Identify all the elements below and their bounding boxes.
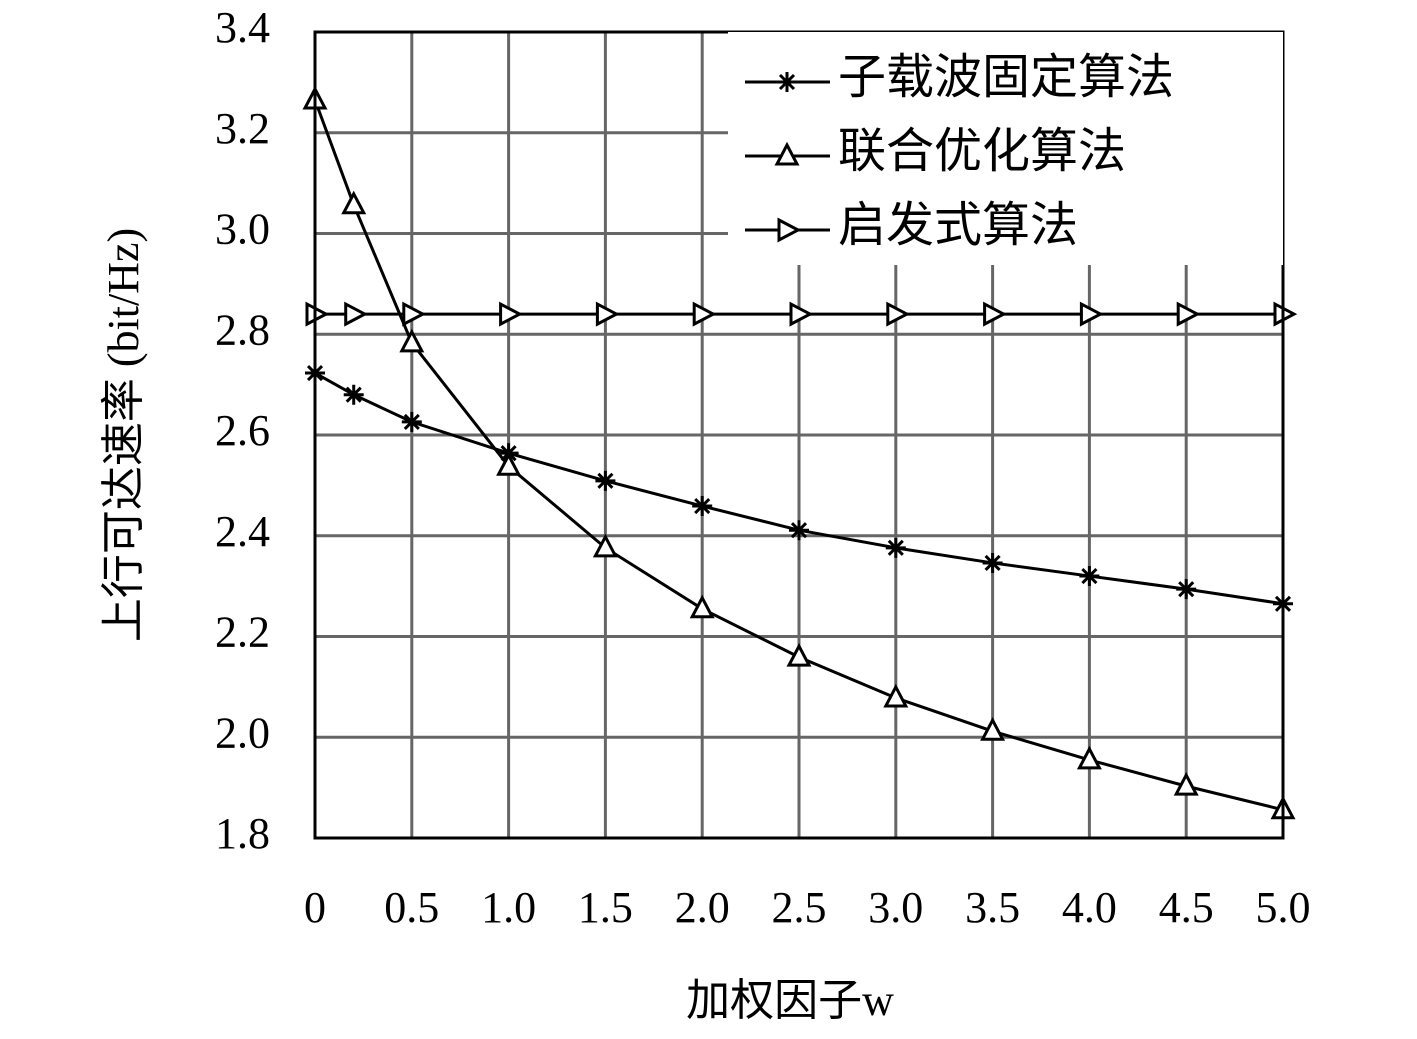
x-tick-label: 3.5	[965, 883, 1020, 932]
marker	[343, 384, 364, 405]
marker	[344, 301, 368, 327]
marker	[1079, 301, 1104, 327]
marker	[402, 301, 427, 327]
x-tick-label: 2.5	[772, 883, 827, 932]
marker	[499, 301, 523, 327]
marker	[496, 452, 522, 476]
legend-box	[728, 32, 1283, 265]
y-tick-label: 2.8	[215, 305, 270, 354]
marker	[399, 328, 425, 353]
y-tick-label: 2.0	[215, 708, 270, 757]
marker	[1173, 771, 1199, 796]
marker	[980, 716, 1006, 741]
marker	[1176, 301, 1201, 327]
x-tick-label: 1.0	[481, 883, 536, 932]
x-tick-label: 2.0	[675, 883, 730, 932]
legend-label: 子载波固定算法	[838, 51, 1174, 104]
x-tick-label: 3.0	[868, 883, 923, 932]
x-tick-label: 1.5	[578, 883, 633, 932]
marker	[595, 470, 616, 491]
y-tick-label: 2.4	[215, 507, 270, 556]
marker	[885, 537, 906, 558]
marker	[401, 411, 422, 432]
y-tick-label: 3.4	[215, 3, 270, 52]
legend-label: 联合优化算法	[838, 125, 1126, 178]
y-tick-label: 2.2	[215, 608, 270, 657]
y-tick-label: 3.0	[215, 205, 270, 254]
marker	[789, 520, 809, 541]
y-tick-label: 2.6	[215, 406, 270, 455]
marker	[341, 190, 367, 215]
x-tick-label: 4.5	[1159, 883, 1214, 932]
marker	[789, 301, 814, 327]
marker	[689, 594, 715, 619]
legend-marker	[774, 141, 800, 166]
marker	[883, 683, 909, 708]
x-tick-label: 0	[304, 883, 326, 932]
legend-marker	[777, 217, 802, 243]
x-tick-label: 0.5	[384, 883, 439, 932]
marker	[983, 301, 1007, 327]
marker	[592, 533, 618, 558]
marker	[786, 642, 812, 667]
marker	[692, 301, 717, 327]
marker	[1079, 566, 1100, 587]
marker	[886, 301, 911, 327]
y-tick-label: 3.2	[215, 104, 270, 153]
x-tick-label: 4.0	[1062, 883, 1117, 932]
series-line	[314, 371, 1284, 606]
x-axis-label: 加权因子w	[686, 976, 894, 1025]
legend-marker	[777, 72, 797, 92]
series-line	[313, 99, 1284, 812]
y-tick-label: 1.8	[215, 809, 270, 858]
y-axis-label: 上行可达速率 (bit/Hz)	[99, 228, 148, 642]
x-tick-label: 5.0	[1256, 883, 1311, 932]
legend-label: 启发式算法	[838, 199, 1078, 252]
marker	[1176, 579, 1197, 600]
marker	[692, 496, 713, 517]
marker	[595, 301, 620, 327]
marker	[982, 552, 1003, 573]
marker	[1076, 745, 1102, 770]
